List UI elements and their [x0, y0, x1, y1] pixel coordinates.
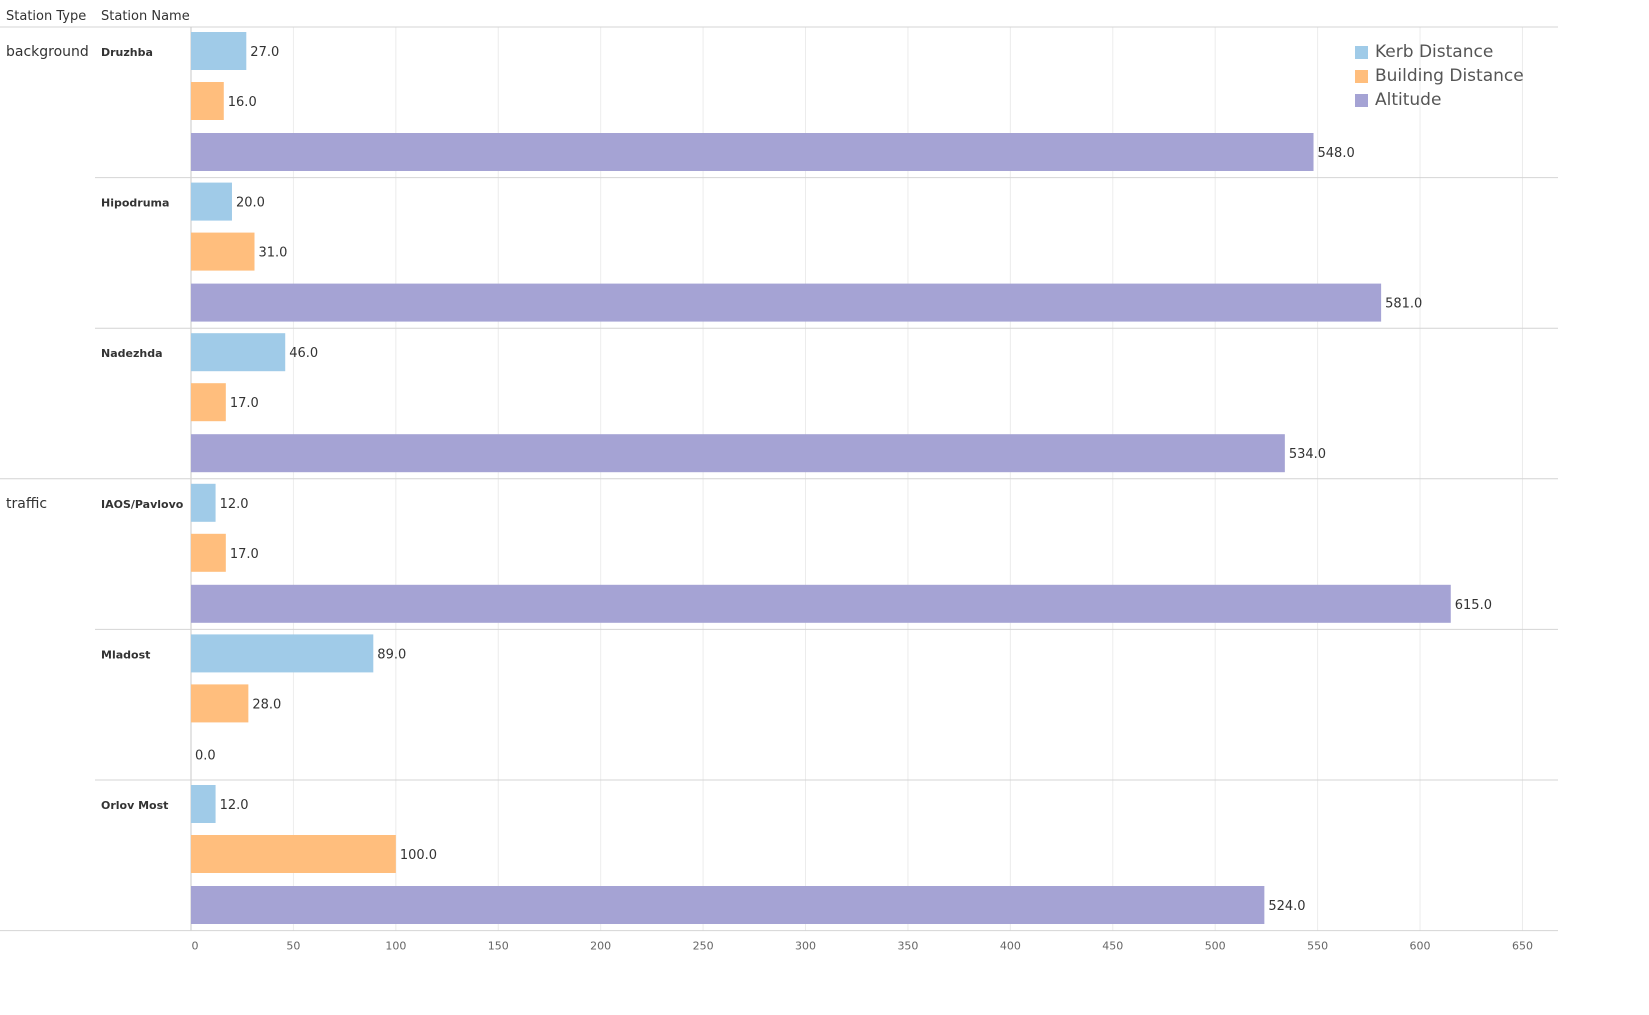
header-station-name: Station Name	[101, 9, 190, 24]
data-label: 17.0	[230, 547, 259, 562]
x-tick-label: 400	[1000, 940, 1021, 953]
data-label: 0.0	[195, 748, 216, 763]
bar-building-distance	[191, 232, 255, 271]
bar-building-distance	[191, 684, 249, 723]
bar-altitude	[191, 434, 1285, 473]
header-station-type: Station Type	[6, 9, 87, 24]
station-name-label: Orlov Most	[101, 799, 168, 812]
bar-building-distance	[191, 82, 224, 120]
data-label: 31.0	[259, 246, 288, 261]
bar-building-distance	[191, 533, 226, 572]
data-label: 89.0	[377, 647, 406, 662]
data-label: 534.0	[1289, 447, 1326, 462]
bar-kerb-distance	[191, 333, 286, 372]
station-name-label: Nadezhda	[101, 347, 163, 360]
legend-swatch-altitude	[1355, 93, 1368, 107]
legend-item-building-distance[interactable]: Building Distance	[1355, 64, 1524, 88]
bar-kerb-distance	[191, 483, 216, 522]
data-label: 46.0	[289, 346, 318, 361]
legend-item-kerb-distance[interactable]: Kerb Distance	[1355, 40, 1524, 64]
station-name-label: Druzhba	[101, 46, 153, 59]
bar-altitude	[191, 584, 1451, 623]
data-label: 12.0	[220, 798, 249, 813]
x-tick-label: 50	[286, 940, 300, 953]
data-label: 27.0	[250, 45, 279, 60]
data-label: 17.0	[230, 396, 259, 411]
data-label: 16.0	[228, 95, 257, 110]
legend: Kerb Distance Building Distance Altitude	[1355, 40, 1524, 112]
x-tick-label: 500	[1205, 940, 1226, 953]
data-label: 20.0	[236, 196, 265, 211]
bar-altitude	[191, 886, 1265, 924]
data-label: 12.0	[220, 497, 249, 512]
x-tick-label: 600	[1410, 940, 1431, 953]
legend-label: Kerb Distance	[1375, 42, 1494, 62]
bar-altitude	[191, 133, 1314, 171]
x-tick-label: 550	[1307, 940, 1328, 953]
data-label: 581.0	[1385, 297, 1422, 312]
legend-label: Altitude	[1375, 90, 1442, 110]
bar-kerb-distance	[191, 32, 247, 70]
x-tick-label: 150	[488, 940, 509, 953]
legend-swatch-building	[1355, 69, 1368, 83]
bar-building-distance	[191, 835, 396, 873]
bar-altitude	[191, 283, 1382, 322]
legend-swatch-kerb	[1355, 45, 1368, 59]
x-tick-label: 250	[693, 940, 714, 953]
station-type-label: background	[6, 44, 89, 60]
legend-item-altitude[interactable]: Altitude	[1355, 88, 1524, 112]
station-name-label: IAOS/Pavlovo	[101, 498, 184, 511]
data-label: 524.0	[1268, 899, 1305, 914]
station-name-label: Hipodruma	[101, 197, 169, 210]
data-label: 100.0	[400, 848, 437, 863]
x-tick-label: 350	[897, 940, 918, 953]
x-tick-label: 0	[192, 940, 199, 953]
x-tick-label: 450	[1102, 940, 1123, 953]
bar-kerb-distance	[191, 785, 216, 823]
x-tick-label: 200	[590, 940, 611, 953]
data-label: 28.0	[252, 697, 281, 712]
x-tick-label: 300	[795, 940, 816, 953]
data-label: 615.0	[1455, 598, 1492, 613]
station-type-label: traffic	[6, 496, 47, 512]
bar-kerb-distance	[191, 182, 232, 221]
bar-kerb-distance	[191, 634, 374, 673]
legend-label: Building Distance	[1375, 66, 1524, 86]
data-label: 548.0	[1318, 146, 1355, 161]
x-tick-label: 650	[1512, 940, 1533, 953]
station-name-label: Mladost	[101, 648, 150, 661]
x-tick-label: 100	[385, 940, 406, 953]
bar-building-distance	[191, 383, 226, 422]
